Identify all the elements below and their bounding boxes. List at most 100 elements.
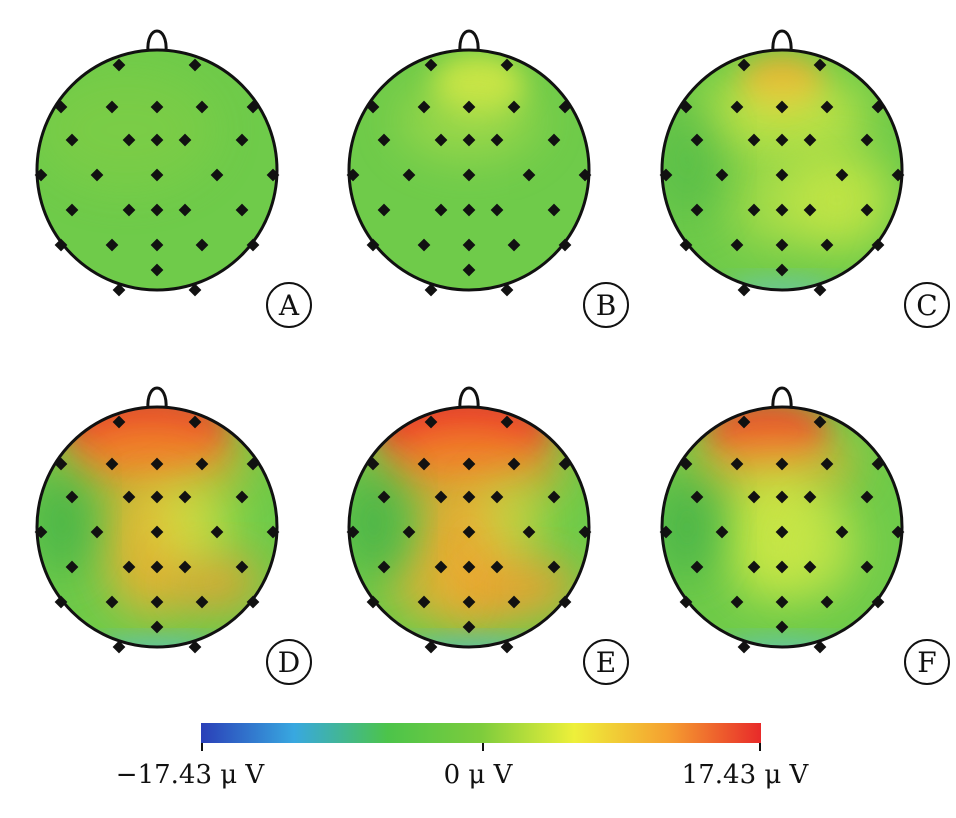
electrode-marker: [54, 457, 68, 471]
electrode-marker: [346, 168, 360, 182]
panel-label-c: C: [904, 282, 950, 328]
electrode-marker: [122, 490, 136, 504]
svg-text:B: B: [596, 289, 617, 322]
head-outline: [660, 405, 904, 649]
electrode-marker: [500, 415, 514, 429]
panel-label-e: E: [583, 639, 629, 685]
electrode-marker: [462, 100, 476, 114]
electrode-marker: [210, 168, 224, 182]
electrode-marker: [366, 238, 380, 252]
electrode-marker: [105, 457, 119, 471]
electrode-marker: [150, 457, 164, 471]
activity-field: [37, 70, 217, 190]
activity-blob: [399, 640, 539, 647]
colorbar-min-label: −17.43 μ V: [116, 760, 266, 790]
electrode-marker: [462, 490, 476, 504]
panel-label-d: D: [266, 639, 312, 685]
head-outline: [35, 48, 279, 292]
electrode-marker: [195, 100, 209, 114]
electrode-marker: [246, 238, 260, 252]
electrode-marker: [490, 133, 504, 147]
panel-label-b: B: [583, 282, 629, 328]
electrode-marker: [462, 263, 476, 277]
colorbar-gradient: [201, 723, 761, 743]
electrode-marker: [122, 203, 136, 217]
electrode-marker: [434, 203, 448, 217]
svg-text:D: D: [278, 646, 300, 679]
topomap-e: [346, 386, 592, 654]
activity-blob: [697, 70, 867, 160]
electrode-marker: [366, 457, 380, 471]
electrode-marker: [417, 238, 431, 252]
electrode-marker: [112, 283, 126, 297]
electrode-marker: [462, 168, 476, 182]
colorbar-mid-label: 0 μ V: [444, 760, 514, 790]
electrode-marker: [195, 238, 209, 252]
electrode-marker: [462, 203, 476, 217]
head-outline: [347, 405, 591, 649]
activity-blob: [384, 557, 464, 617]
electrode-marker: [150, 238, 164, 252]
electrode-marker: [150, 133, 164, 147]
electrode-marker: [150, 168, 164, 182]
head-outline: [35, 405, 279, 649]
nose-marker: [771, 386, 793, 410]
electrode-marker: [462, 133, 476, 147]
activity-blob: [712, 640, 852, 647]
topomap-d: [34, 386, 280, 654]
electrode-marker: [65, 133, 79, 147]
electrode-marker: [65, 203, 79, 217]
electrode-marker: [150, 490, 164, 504]
svg-text:C: C: [916, 289, 937, 322]
electrode-marker: [65, 490, 79, 504]
activity-blob: [727, 160, 817, 250]
nose-marker: [146, 386, 168, 410]
electrode-marker: [424, 415, 438, 429]
electrode-marker: [188, 58, 202, 72]
head-outline: [347, 48, 591, 292]
electrode-marker: [34, 168, 48, 182]
topomap-b: [346, 29, 592, 297]
panel-label-a: A: [266, 282, 312, 328]
electrode-marker: [90, 168, 104, 182]
topomap-a: [34, 29, 280, 297]
electrode-marker: [235, 490, 249, 504]
electrode-marker: [195, 457, 209, 471]
electrode-marker: [402, 168, 416, 182]
colorbar: −17.43 μ V 0 μ V 17.43 μ V: [116, 723, 810, 790]
panel-label-f: F: [904, 639, 950, 685]
head-outline: [660, 48, 904, 292]
activity-blob: [37, 70, 217, 190]
activity-field: [399, 55, 539, 160]
nose-marker: [771, 29, 793, 53]
colorbar-max-label: 17.43 μ V: [682, 760, 810, 790]
electrode-marker: [434, 133, 448, 147]
nose-marker: [458, 386, 480, 410]
electrode-marker: [122, 133, 136, 147]
electrode-marker: [178, 490, 192, 504]
electrode-marker: [178, 203, 192, 217]
electrode-marker: [150, 263, 164, 277]
electrode-marker: [235, 203, 249, 217]
activity-blob: [782, 497, 862, 597]
electrode-marker: [417, 457, 431, 471]
activity-blob: [479, 477, 549, 557]
activity-blob: [37, 467, 92, 577]
electrode-marker: [54, 238, 68, 252]
svg-text:F: F: [917, 646, 936, 679]
activity-field: [662, 57, 892, 290]
electrode-marker: [424, 58, 438, 72]
electrode-marker: [188, 283, 202, 297]
electrode-marker: [500, 58, 514, 72]
electrode-marker: [500, 283, 514, 297]
electrode-marker: [105, 238, 119, 252]
electrode-marker: [188, 415, 202, 429]
activity-blob: [662, 472, 722, 582]
topomap-f: [659, 386, 905, 654]
activity-blob: [469, 557, 579, 617]
electrode-marker: [462, 457, 476, 471]
electrode-marker: [150, 203, 164, 217]
electrode-marker: [246, 457, 260, 471]
electrode-marker: [462, 238, 476, 252]
